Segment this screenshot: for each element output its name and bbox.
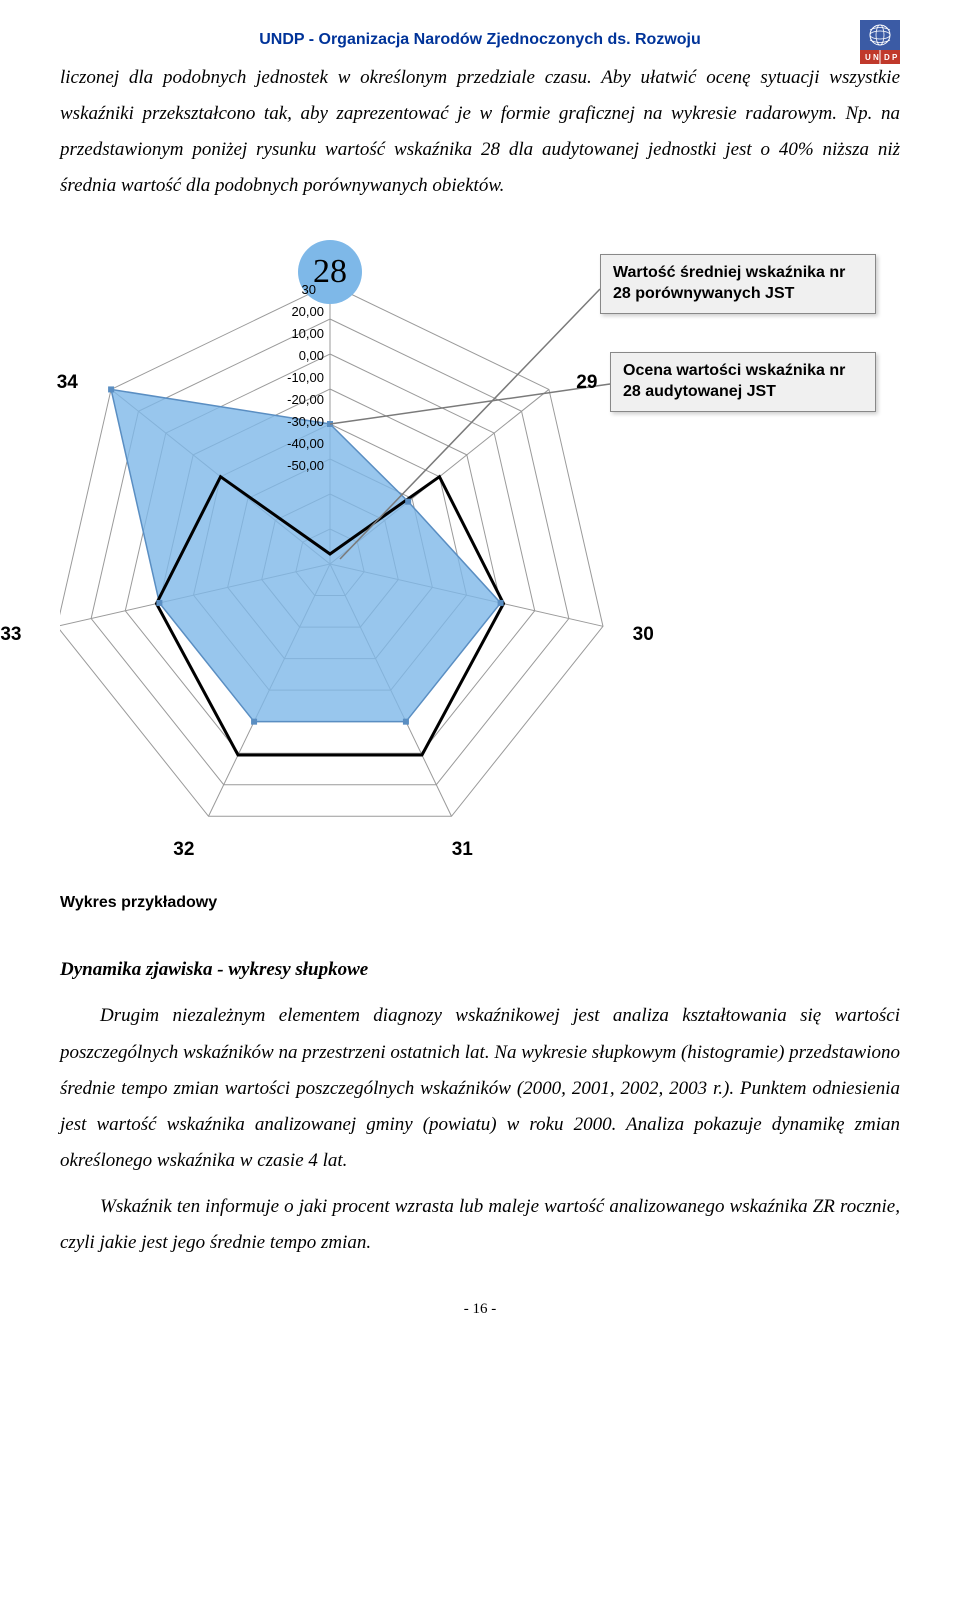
svg-text:U N: U N (865, 53, 879, 62)
page-footer: - 16 - (60, 1301, 900, 1318)
tick-label: -50,00 (280, 458, 324, 473)
tick-label: 10,00 (280, 326, 324, 341)
annotation-audit: Ocena wartości wskaźnika nr 28 audytowan… (610, 352, 876, 412)
page-header: UNDP - Organizacja Narodów Zjednoczonych… (60, 20, 900, 60)
svg-text:D P: D P (884, 53, 898, 62)
para-2: Drugim niezależnym elementem diagnozy ws… (60, 998, 900, 1178)
section-title: Dynamika zjawiska - wykresy słupkowe (60, 952, 900, 988)
vertex-label: 33 (0, 624, 21, 646)
annotation-avg: Wartość średniej wskaźnika nr 28 porówny… (600, 254, 876, 314)
tick-label: 30 (272, 282, 316, 297)
vertex-label: 34 (57, 372, 78, 394)
chart-caption: Wykres przykładowy (60, 894, 900, 912)
vertex-label: 29 (576, 372, 597, 394)
intro-para: liczonej dla podobnych jednostek w okreś… (60, 60, 900, 204)
tick-label: -40,00 (280, 436, 324, 451)
tick-label: -30,00 (280, 414, 324, 429)
tick-label: -10,00 (280, 370, 324, 385)
vertex-label: 30 (633, 624, 654, 646)
radar-chart: 28 3020,0010,000,00-10,00-20,00-30,00-40… (60, 234, 900, 874)
tick-label: 0,00 (280, 348, 324, 363)
undp-logo: U N D P (860, 20, 900, 69)
para-3: Wskaźnik ten informuje o jaki procent wz… (60, 1189, 900, 1261)
vertex-label: 31 (452, 839, 473, 861)
tick-label: 20,00 (280, 304, 324, 319)
tick-label: -20,00 (280, 392, 324, 407)
header-text: UNDP - Organizacja Narodów Zjednoczonych… (259, 31, 701, 48)
vertex-label: 32 (173, 839, 194, 861)
radar-svg (60, 234, 900, 874)
